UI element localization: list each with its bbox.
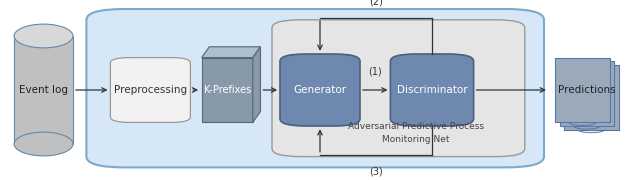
Text: Predictions: Predictions bbox=[558, 85, 616, 95]
Text: (2): (2) bbox=[369, 0, 383, 7]
Polygon shape bbox=[202, 47, 260, 58]
Bar bbox=[14, 36, 73, 144]
FancyBboxPatch shape bbox=[390, 54, 474, 126]
Text: (3): (3) bbox=[369, 166, 383, 176]
FancyBboxPatch shape bbox=[110, 58, 191, 122]
Ellipse shape bbox=[14, 24, 73, 48]
Ellipse shape bbox=[14, 132, 73, 156]
Bar bbox=[564, 65, 619, 130]
Text: Discriminator: Discriminator bbox=[397, 85, 467, 95]
Polygon shape bbox=[253, 47, 260, 122]
Bar bbox=[560, 61, 614, 126]
Text: Event log: Event log bbox=[19, 85, 68, 95]
FancyBboxPatch shape bbox=[280, 54, 360, 126]
Bar bbox=[202, 58, 253, 122]
Text: Generator: Generator bbox=[293, 85, 347, 95]
Text: Adversarial Predictive Process
Monitoring Net: Adversarial Predictive Process Monitorin… bbox=[348, 122, 484, 144]
FancyBboxPatch shape bbox=[272, 20, 525, 157]
Bar bbox=[556, 58, 610, 122]
Text: (1): (1) bbox=[369, 67, 382, 77]
FancyBboxPatch shape bbox=[86, 9, 544, 167]
Text: K-Prefixes: K-Prefixes bbox=[204, 85, 251, 95]
Text: Preprocessing: Preprocessing bbox=[114, 85, 187, 95]
